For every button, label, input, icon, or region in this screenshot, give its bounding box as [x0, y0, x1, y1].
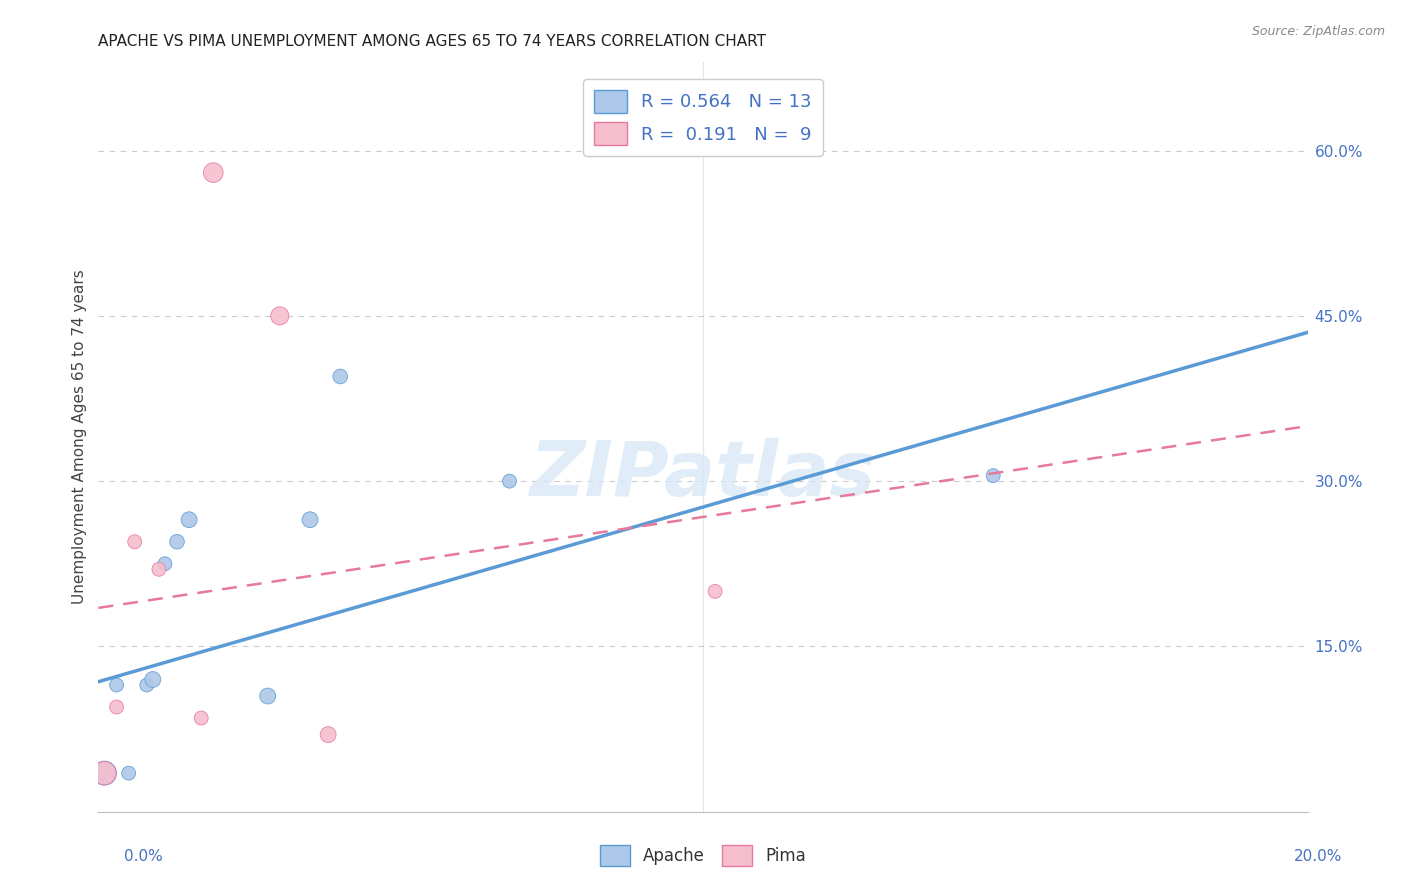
Text: APACHE VS PIMA UNEMPLOYMENT AMONG AGES 65 TO 74 YEARS CORRELATION CHART: APACHE VS PIMA UNEMPLOYMENT AMONG AGES 6… — [98, 34, 766, 49]
Point — [179, 513, 201, 527]
Point — [981, 468, 1004, 483]
Point — [93, 766, 115, 780]
Point — [316, 728, 339, 742]
Text: 20.0%: 20.0% — [1295, 849, 1343, 864]
Point — [256, 689, 278, 703]
Legend: R = 0.564   N = 13, R =  0.191   N =  9: R = 0.564 N = 13, R = 0.191 N = 9 — [583, 79, 823, 156]
Y-axis label: Unemployment Among Ages 65 to 74 years: Unemployment Among Ages 65 to 74 years — [72, 269, 87, 605]
Point — [124, 534, 146, 549]
Text: 0.0%: 0.0% — [124, 849, 163, 864]
Point — [105, 678, 128, 692]
Text: Source: ZipAtlas.com: Source: ZipAtlas.com — [1251, 25, 1385, 38]
Point — [498, 474, 520, 488]
Point — [190, 711, 212, 725]
Point — [105, 700, 128, 714]
Point — [202, 166, 225, 180]
Point — [153, 557, 176, 571]
Point — [299, 513, 322, 527]
Point — [148, 562, 170, 576]
Point — [269, 309, 291, 323]
Point — [329, 369, 352, 384]
Point — [166, 534, 188, 549]
Point — [135, 678, 157, 692]
Point — [704, 584, 727, 599]
Point — [118, 766, 141, 780]
Point — [93, 766, 115, 780]
Legend: Apache, Pima: Apache, Pima — [593, 838, 813, 873]
Text: ZIPatlas: ZIPatlas — [530, 438, 876, 511]
Point — [142, 673, 165, 687]
